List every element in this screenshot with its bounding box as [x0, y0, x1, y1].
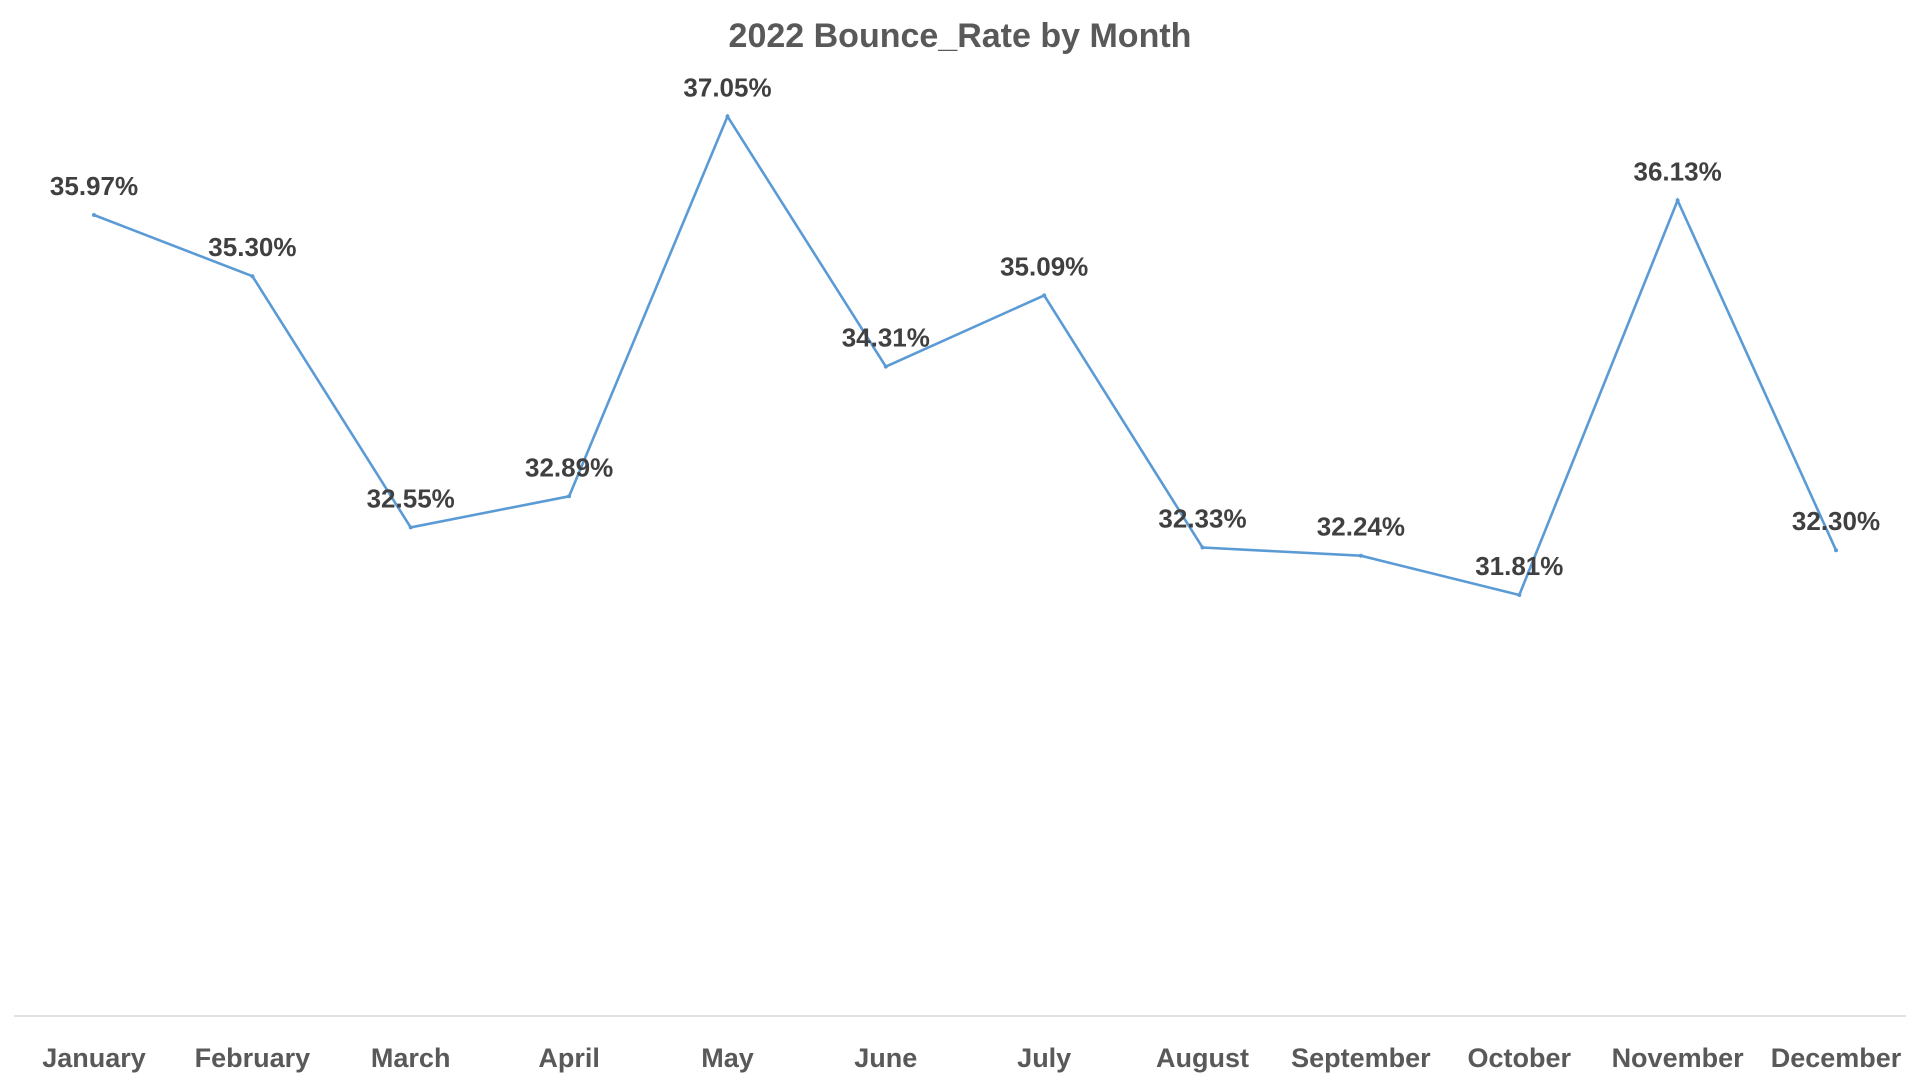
data-point: [408, 525, 413, 530]
x-tick-label: July: [1017, 1043, 1071, 1073]
data-point: [1358, 553, 1363, 558]
data-label: 32.24%: [1317, 512, 1405, 542]
data-label: 37.05%: [683, 72, 771, 102]
data-point: [250, 274, 255, 279]
data-point: [567, 494, 572, 499]
data-point: [1675, 198, 1680, 203]
data-label: 35.30%: [208, 232, 296, 262]
data-point: [1517, 593, 1522, 597]
data-point: [1200, 545, 1205, 550]
x-tick-label: November: [1612, 1043, 1745, 1073]
x-tick-label: December: [1771, 1043, 1902, 1073]
x-tick-label: August: [1156, 1043, 1249, 1073]
x-tick-label: October: [1468, 1043, 1572, 1073]
data-label: 35.97%: [50, 171, 138, 201]
x-tick-label: March: [371, 1043, 451, 1073]
data-label: 32.55%: [367, 483, 455, 513]
data-labels: 35.97% 35.30% 32.55% 32.89% 37.05% 34.31% 35.0…: [50, 72, 1880, 581]
data-point: [1042, 293, 1047, 298]
data-label: 32.89%: [525, 452, 613, 482]
category-axis-labels: January February March April May June July Augu…: [42, 1043, 1902, 1073]
x-tick-label: January: [42, 1043, 146, 1073]
x-tick-label: May: [701, 1043, 754, 1073]
data-label: 31.81%: [1475, 551, 1563, 581]
data-point: [725, 114, 730, 119]
data-point: [92, 213, 96, 217]
data-point: [883, 364, 888, 369]
data-label: 36.13%: [1634, 156, 1722, 186]
data-label: 34.31%: [842, 323, 930, 353]
data-label: 32.30%: [1792, 506, 1880, 536]
data-label: 35.09%: [1000, 251, 1088, 281]
x-tick-label: September: [1291, 1043, 1431, 1073]
x-tick-label: February: [195, 1043, 311, 1073]
series-line: [93, 113, 1838, 597]
x-tick-label: June: [854, 1043, 917, 1073]
series-layer: [92, 113, 1838, 597]
x-tick-label: April: [538, 1043, 600, 1073]
data-point: [1834, 548, 1838, 553]
data-label: 32.33%: [1158, 504, 1246, 534]
chart-title: 2022 Bounce_Rate by Month: [729, 17, 1192, 55]
